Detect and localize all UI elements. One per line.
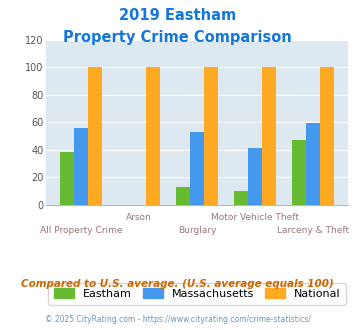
Bar xyxy=(176,187,190,205)
Bar xyxy=(204,67,218,205)
Text: Property Crime Comparison: Property Crime Comparison xyxy=(63,30,292,45)
Bar xyxy=(74,128,88,205)
Text: Burglary: Burglary xyxy=(178,226,216,235)
Text: 2019 Eastham: 2019 Eastham xyxy=(119,8,236,23)
Bar xyxy=(234,191,248,205)
Bar xyxy=(292,140,306,205)
Bar xyxy=(60,152,74,205)
Text: © 2025 CityRating.com - https://www.cityrating.com/crime-statistics/: © 2025 CityRating.com - https://www.city… xyxy=(45,315,310,324)
Bar xyxy=(320,67,334,205)
Text: All Property Crime: All Property Crime xyxy=(39,226,122,235)
Legend: Eastham, Massachusetts, National: Eastham, Massachusetts, National xyxy=(48,283,346,305)
Bar xyxy=(88,67,102,205)
Bar xyxy=(146,67,160,205)
Text: Motor Vehicle Theft: Motor Vehicle Theft xyxy=(211,213,299,222)
Text: Larceny & Theft: Larceny & Theft xyxy=(277,226,349,235)
Text: Arson: Arson xyxy=(126,213,152,222)
Bar xyxy=(262,67,276,205)
Bar xyxy=(190,132,204,205)
Bar xyxy=(248,148,262,205)
Bar xyxy=(306,123,320,205)
Text: Compared to U.S. average. (U.S. average equals 100): Compared to U.S. average. (U.S. average … xyxy=(21,279,334,289)
